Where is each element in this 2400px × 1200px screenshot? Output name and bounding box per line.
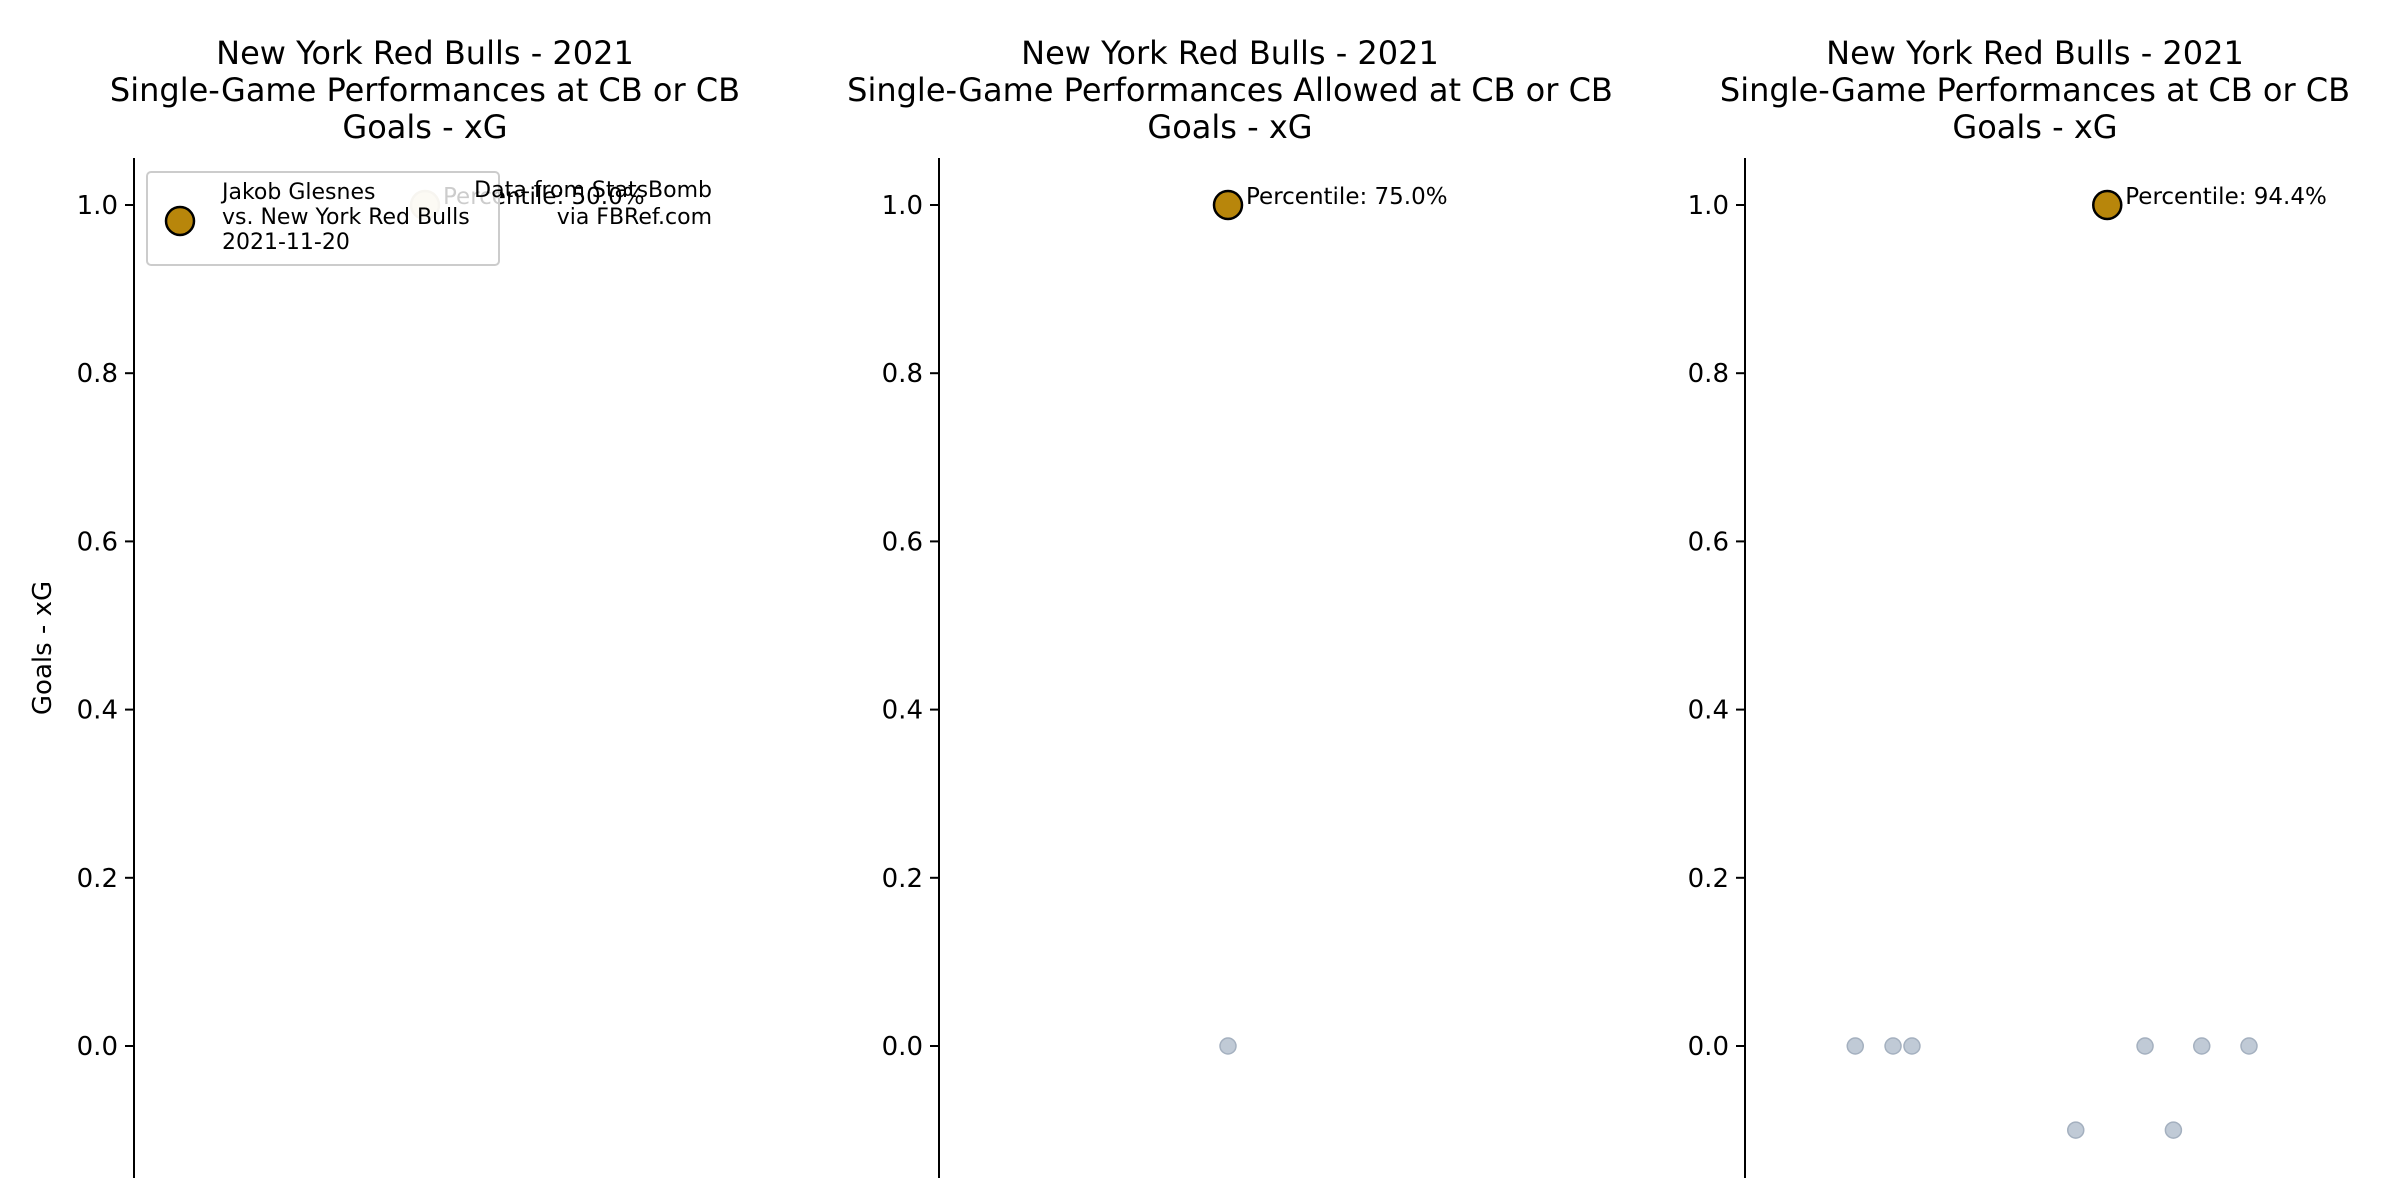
scatter-point — [1846, 1037, 1864, 1055]
y-tick-label: 1.0 — [77, 191, 118, 221]
y-tick-label: 0.2 — [1688, 864, 1729, 894]
y-tick-label: 0.4 — [882, 696, 923, 726]
y-tick-label: 0.4 — [77, 696, 118, 726]
scatter-point — [1219, 1037, 1237, 1055]
chart-title-line-2: Single-Game Performances at CB or CB — [110, 71, 740, 109]
percentile-annotation: Percentile: 75.0% — [1246, 184, 1448, 210]
scatter-point — [1884, 1037, 1902, 1055]
chart-title-line-1: New York Red Bulls - 2021 — [1826, 34, 2244, 72]
legend-label-line-2: vs. New York Red Bulls — [222, 205, 470, 230]
chart-title-line-1: New York Red Bulls - 2021 — [1021, 34, 1439, 72]
y-tick-label: 0.8 — [1688, 359, 1729, 389]
scatter-point — [2136, 1037, 2154, 1055]
y-tick-label: 0.6 — [77, 527, 118, 557]
y-tick-label: 0.0 — [77, 1032, 118, 1062]
highlight-point — [1212, 189, 1244, 221]
data-credit-line-1: Data from StatsBomb — [474, 178, 712, 203]
chart-title-line-2: Single-Game Performances at CB or CB — [1720, 71, 2350, 109]
y-axis-label: Goals - xG — [28, 581, 58, 715]
chart-title-line-3: Goals - xG — [1147, 108, 1312, 146]
y-tick-label: 0.2 — [77, 864, 118, 894]
highlight-point — [2092, 189, 2123, 221]
y-tick-label: 0.4 — [1688, 696, 1729, 726]
legend-marker — [164, 205, 196, 237]
legend-label-line-1: Jakob Glesnes — [220, 180, 375, 205]
scatter-point — [2193, 1037, 2211, 1055]
legend-label-line-3: 2021-11-20 — [222, 230, 350, 255]
y-tick-label: 0.6 — [882, 527, 923, 557]
y-tick-label: 0.6 — [1688, 527, 1729, 557]
scatter-point — [2067, 1121, 2085, 1139]
chart-title-line-3: Goals - xG — [1952, 108, 2117, 146]
scatter-point — [2164, 1121, 2183, 1139]
scatter-point — [2240, 1037, 2258, 1055]
y-tick-label: 0.8 — [882, 359, 923, 389]
y-tick-label: 0.0 — [882, 1032, 923, 1062]
scatter-point — [1903, 1037, 1921, 1055]
data-credit-line-2: via FBRef.com — [557, 205, 712, 230]
percentile-annotation: Percentile: 94.4% — [2125, 184, 2327, 210]
chart-title-line-1: New York Red Bulls - 2021 — [216, 34, 634, 72]
chart-title-line-2: Single-Game Performances Allowed at CB o… — [847, 71, 1613, 109]
y-tick-label: 1.0 — [1688, 191, 1729, 221]
y-tick-label: 1.0 — [882, 191, 923, 221]
legend-frame — [146, 171, 500, 266]
y-tick-label: 0.2 — [882, 864, 923, 894]
y-tick-label: 0.0 — [1688, 1032, 1729, 1062]
chart-title-line-3: Goals - xG — [342, 108, 507, 146]
y-tick-label: 0.8 — [77, 359, 118, 389]
